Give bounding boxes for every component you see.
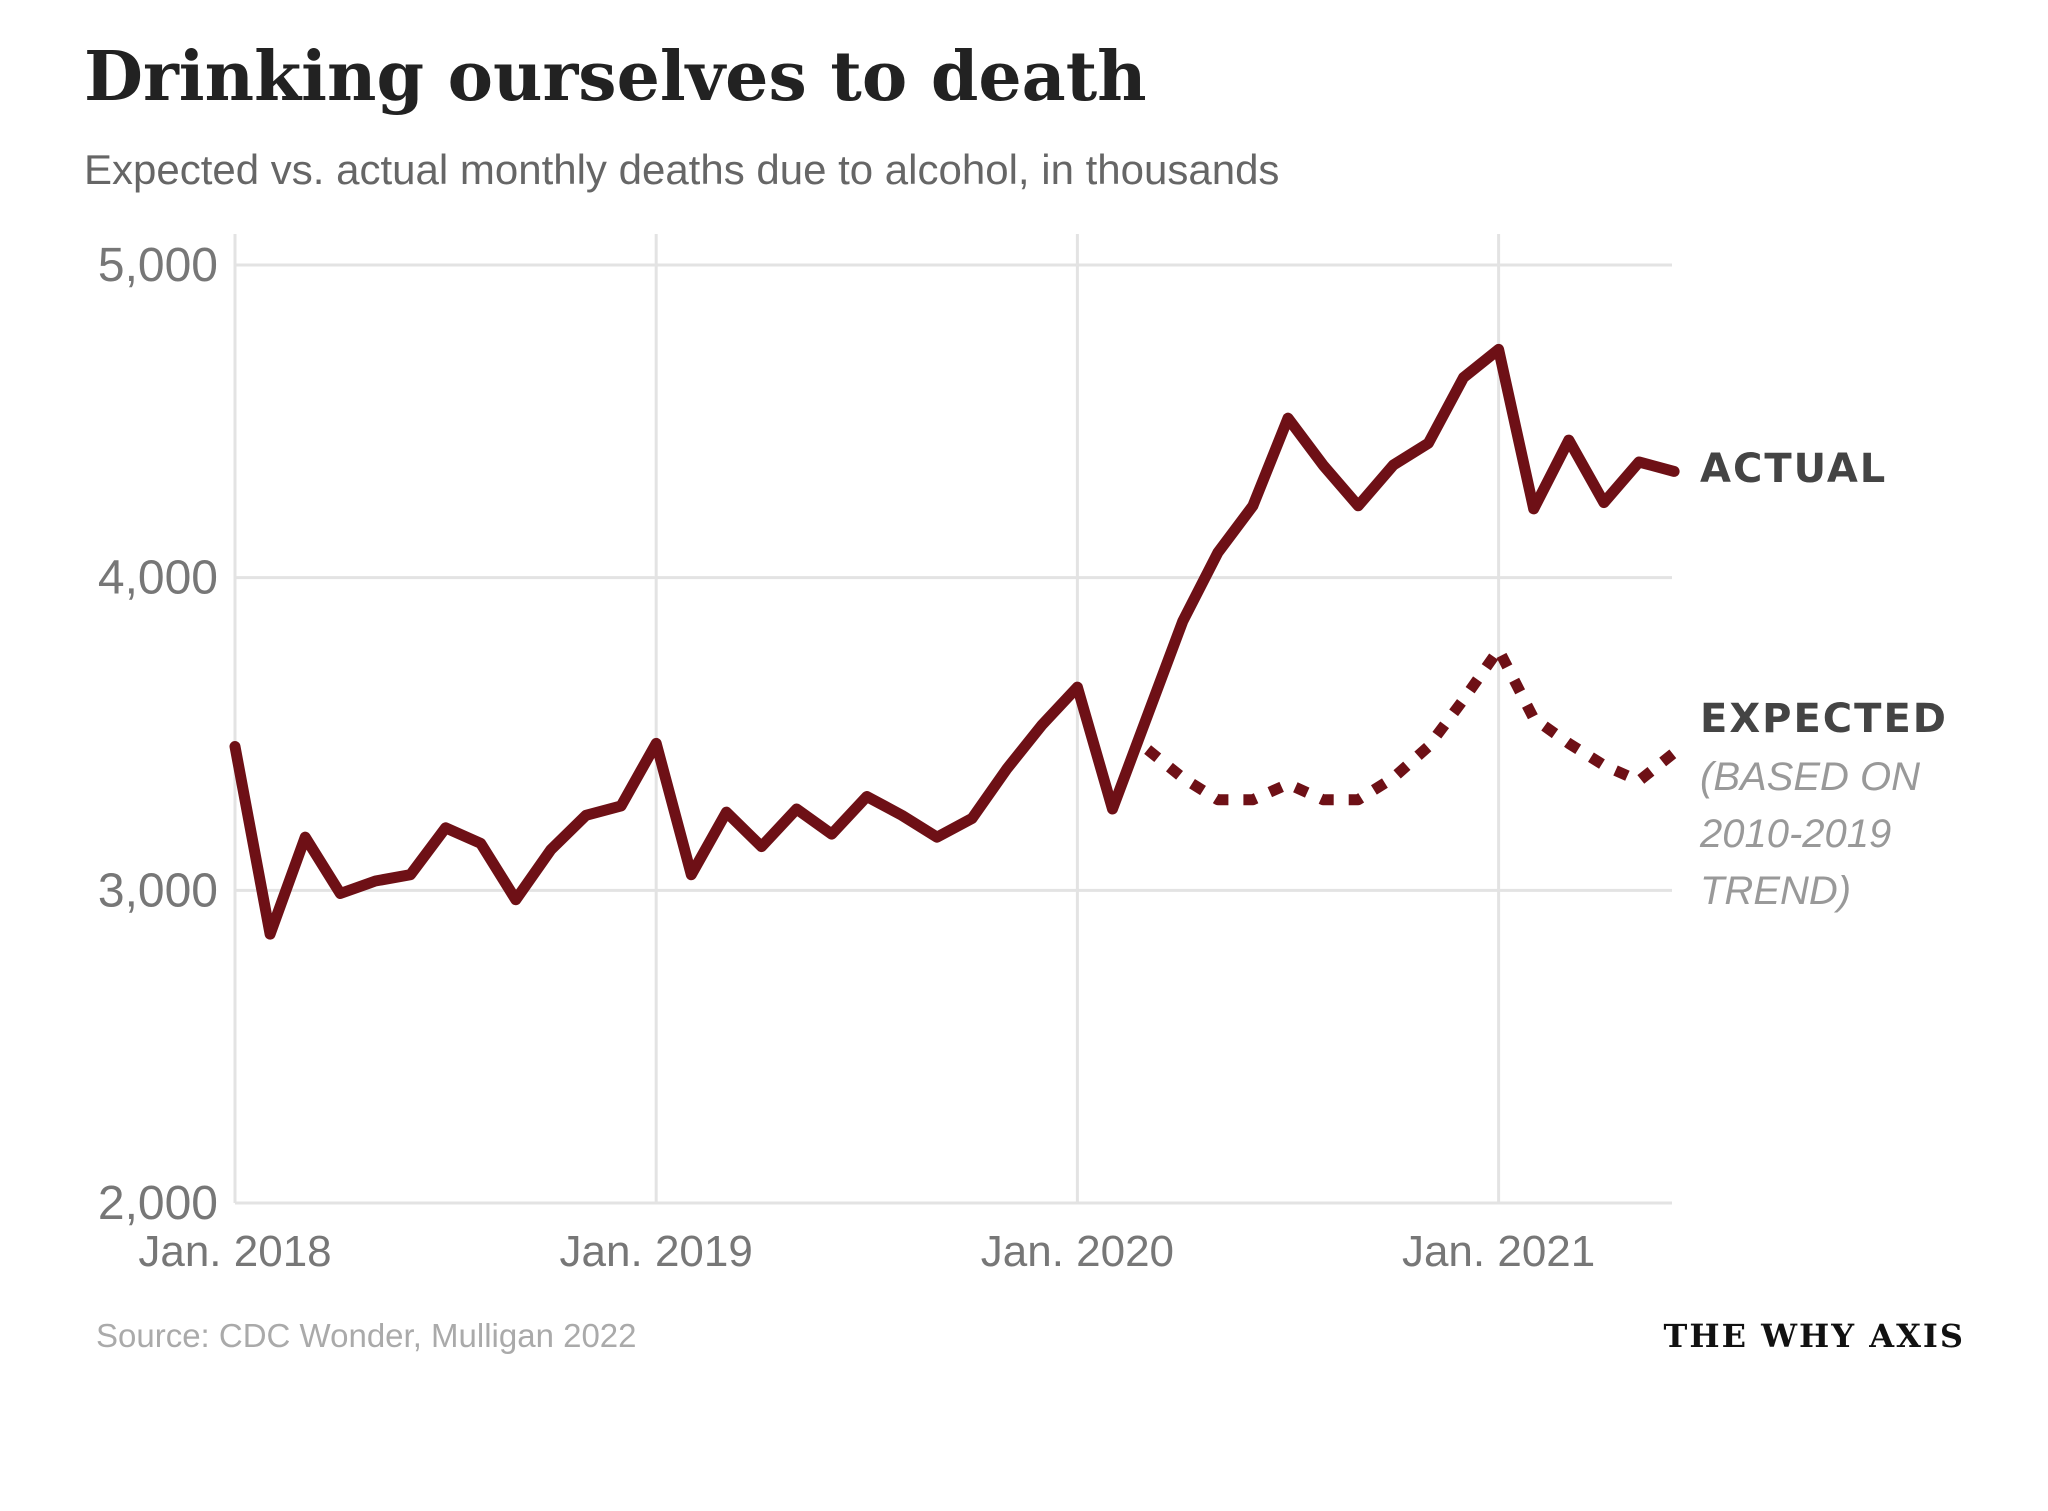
x-axis: Jan. 2018 Jan. 2019 Jan. 2020 Jan. 2021 [138,1227,1595,1276]
legend-actual-label: ACTUAL [1700,446,1887,492]
legend-expected-note: TREND) [1700,869,1851,913]
x-tick-label: Jan. 2020 [981,1227,1174,1276]
series-line-actual [229,343,1680,940]
legend-expected-label: EXPECTED [1700,696,1948,742]
y-tick-label: 3,000 [98,864,218,917]
x-tick-label: Jan. 2021 [1402,1227,1595,1276]
brand-logo-text: THE WHY AXIS [1664,1317,1965,1355]
source-note: Source: CDC Wonder, Mulligan 2022 [96,1317,637,1354]
series-lines [229,343,1680,940]
x-tick-label: Jan. 2019 [560,1227,753,1276]
x-tick-label: Jan. 2018 [138,1227,331,1276]
legend-expected-note: 2010-2019 [1699,812,1891,856]
grid [233,234,1672,1205]
legend: ACTUAL EXPECTED (BASED ON 2010-2019 TREND) [1699,446,1948,913]
y-tick-label: 5,000 [98,239,218,292]
y-axis: 5,000 4,000 3,000 2,000 [98,239,218,1230]
y-tick-label: 4,000 [98,552,218,605]
y-tick-label: 2,000 [98,1177,218,1230]
series-line-expected [1144,644,1678,806]
legend-expected-note: (BASED ON [1700,755,1920,799]
chart-subtitle: Expected vs. actual monthly deaths due t… [84,146,1279,193]
chart-title: Drinking ourselves to death [84,37,1147,117]
